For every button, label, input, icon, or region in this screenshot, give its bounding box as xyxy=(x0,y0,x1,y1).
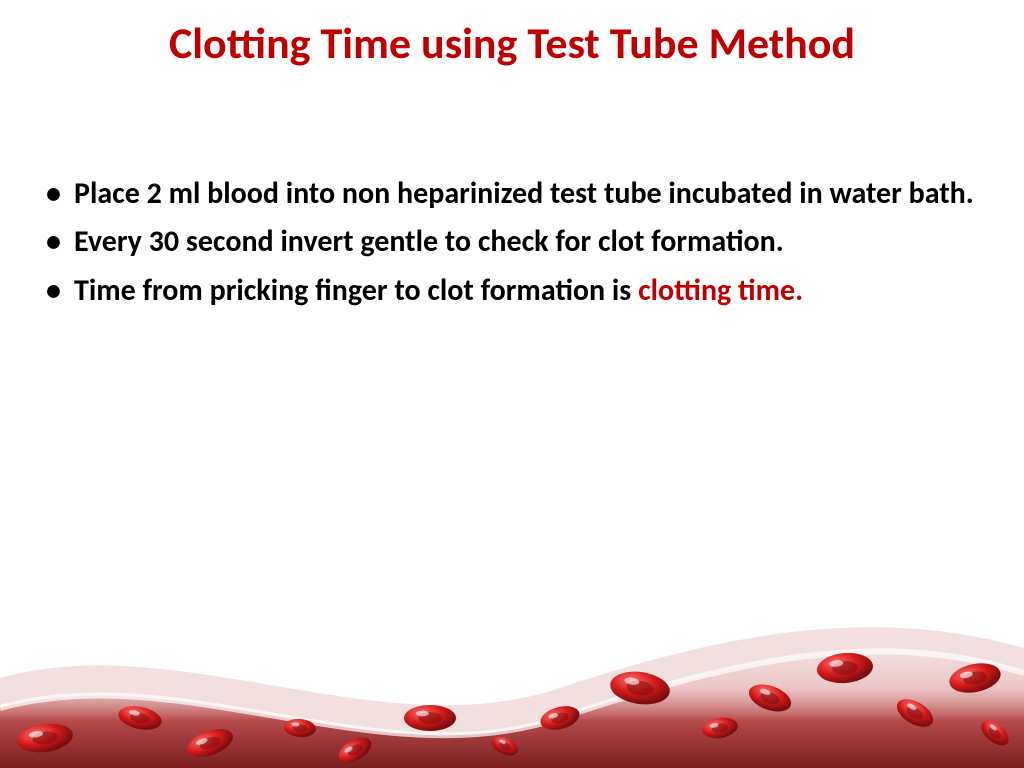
bullet-item: Time from pricking finger to clot format… xyxy=(38,272,974,310)
blood-cells-wave-decor xyxy=(0,568,1024,768)
blood-cell-icon xyxy=(489,733,521,759)
bullet-item: Place 2 ml blood into non heparinized te… xyxy=(38,175,974,213)
bullet-list: Place 2 ml blood into non heparinized te… xyxy=(38,175,974,310)
blood-cells-group xyxy=(15,651,1013,768)
blood-cell-icon xyxy=(701,715,740,741)
bullet-text: Time from pricking finger to clot format… xyxy=(74,272,638,309)
blood-cell-icon xyxy=(816,651,874,686)
bullet-emph: clotting time. xyxy=(638,272,803,309)
blood-cell-icon xyxy=(745,679,795,717)
blood-cell-icon xyxy=(116,703,164,734)
blood-cell-icon xyxy=(947,659,1004,697)
wave-shadow xyxy=(0,627,1024,768)
wave-crest xyxy=(0,651,1024,735)
blood-cell-icon xyxy=(538,702,582,734)
blood-cell-icon xyxy=(283,718,316,739)
bullet-item: Every 30 second invert gentle to check f… xyxy=(38,223,974,261)
blood-cell-icon xyxy=(608,668,672,708)
blood-cell-icon xyxy=(404,705,456,731)
slide-title: Clotting Time using Test Tube Method xyxy=(0,18,1024,69)
blood-cell-icon xyxy=(977,716,1013,750)
slide-body: Place 2 ml blood into non heparinized te… xyxy=(38,175,974,320)
blood-cell-icon xyxy=(334,732,375,767)
blood-cell-icon xyxy=(892,693,938,732)
blood-cell-icon xyxy=(15,720,74,756)
wave-band xyxy=(0,651,1024,768)
slide: Clotting Time using Test Tube Method Pla… xyxy=(0,0,1024,768)
blood-cell-icon xyxy=(183,724,236,763)
